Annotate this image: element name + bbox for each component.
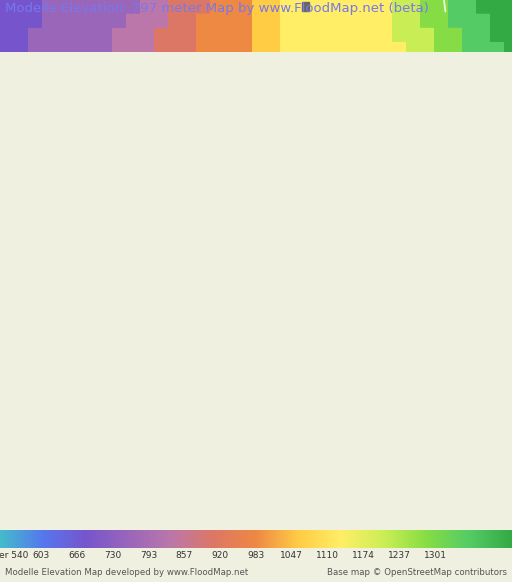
- Text: 857: 857: [176, 551, 193, 560]
- Text: 920: 920: [211, 551, 229, 560]
- Text: 983: 983: [247, 551, 265, 560]
- Text: 793: 793: [140, 551, 157, 560]
- Text: 1301: 1301: [424, 551, 446, 560]
- Text: 730: 730: [104, 551, 121, 560]
- Text: meter 540: meter 540: [0, 551, 29, 560]
- Text: Base map © OpenStreetMap contributors: Base map © OpenStreetMap contributors: [327, 568, 507, 577]
- Text: Modelle Elevation: 797 meter Map by www.FloodMap.net (beta): Modelle Elevation: 797 meter Map by www.…: [5, 2, 429, 15]
- Bar: [302, 2, 309, 10]
- Text: 1237: 1237: [388, 551, 411, 560]
- Text: Modelle Elevation Map developed by www.FloodMap.net: Modelle Elevation Map developed by www.F…: [5, 568, 248, 577]
- Text: 603: 603: [32, 551, 50, 560]
- Text: 1110: 1110: [316, 551, 339, 560]
- Text: 1174: 1174: [352, 551, 375, 560]
- Text: 1047: 1047: [281, 551, 303, 560]
- Text: 666: 666: [68, 551, 86, 560]
